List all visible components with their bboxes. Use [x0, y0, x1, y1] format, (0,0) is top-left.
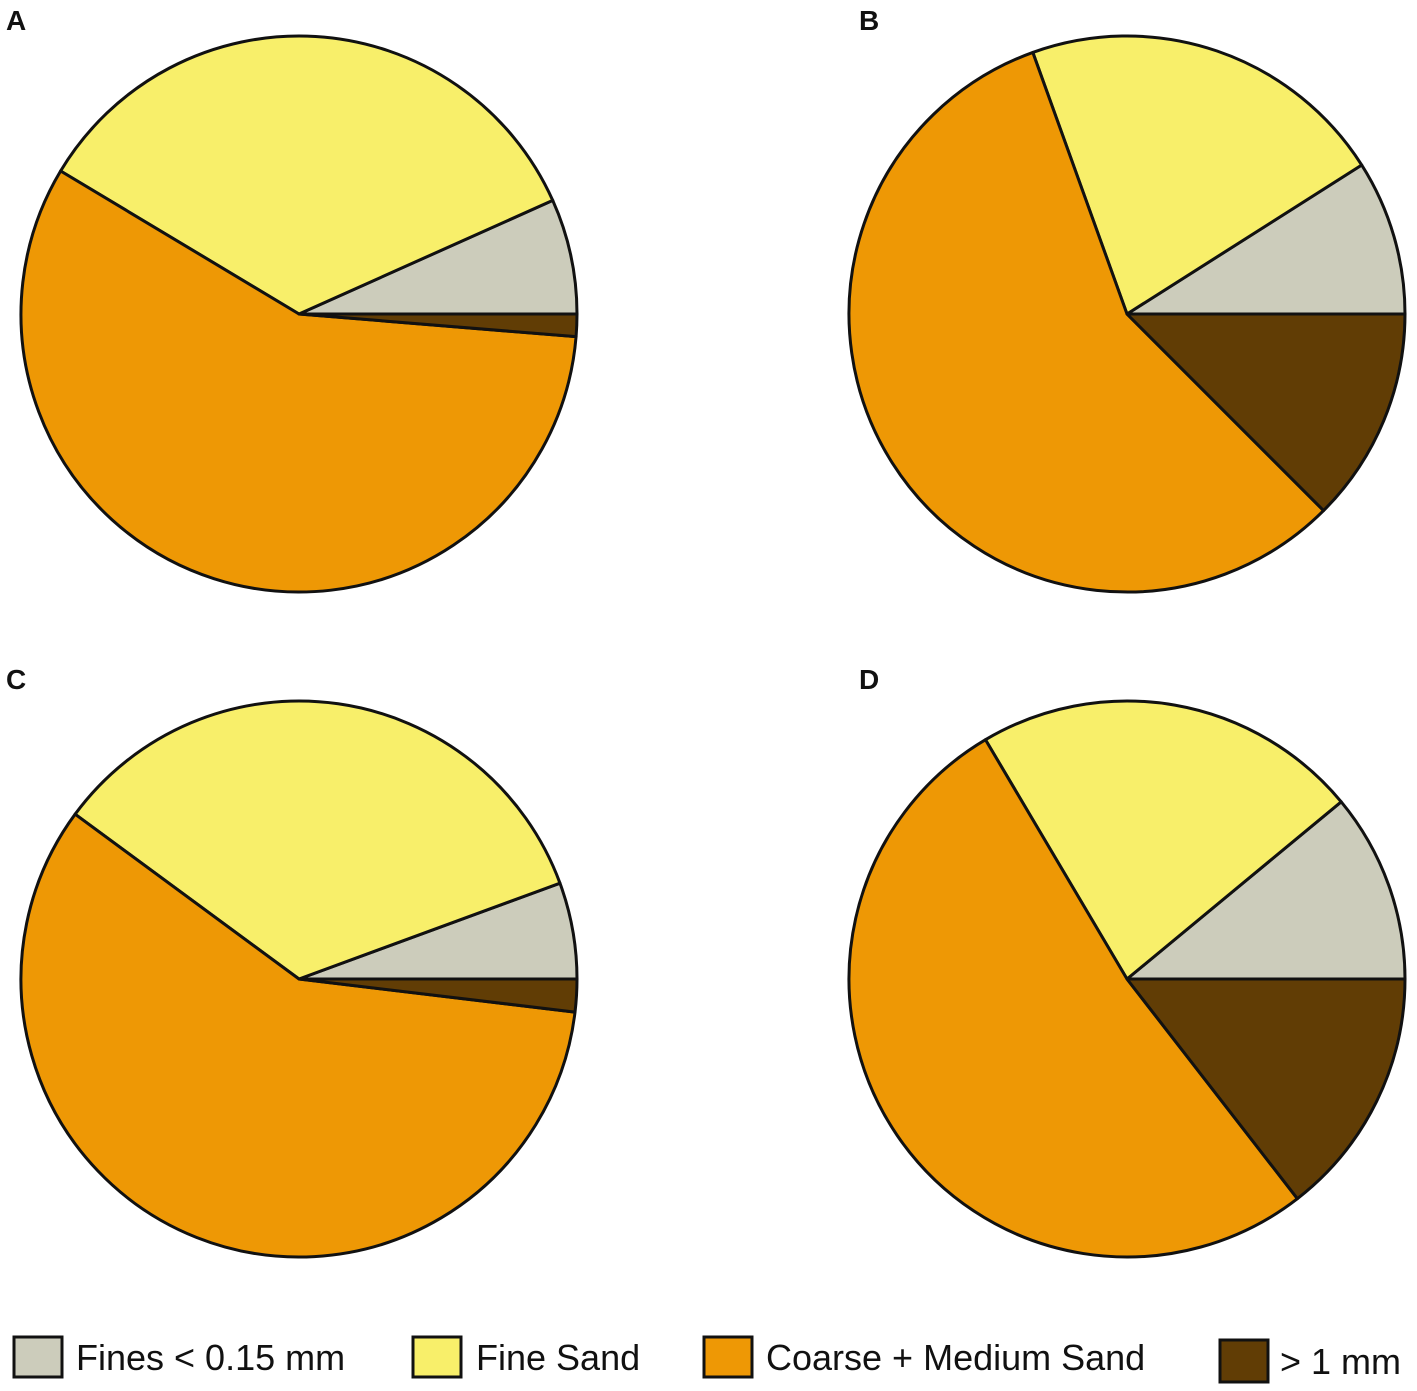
pie-slice-coarse-medium-sand — [847, 50, 1326, 594]
legend-swatch-coarse-medium-sand — [702, 1335, 754, 1379]
pie-slice-fine-sand — [983, 699, 1343, 981]
pie-slice-gt-1mm — [297, 312, 579, 339]
panel-label: B — [859, 5, 879, 36]
pie-panels: A B C D — [6, 5, 1407, 1259]
pie-panel-d: D — [847, 664, 1407, 1259]
panel-label: A — [6, 5, 26, 36]
pie-panel-c: C — [6, 664, 579, 1259]
pie-slice-fines — [1125, 163, 1407, 316]
legend: Fines < 0.15 mm Fine Sand Coarse + Mediu… — [12, 1335, 1401, 1384]
legend-swatch-gt-1mm — [1218, 1338, 1270, 1384]
pie-slice-coarse-medium-sand — [19, 169, 578, 594]
pie-slice-fine-sand — [73, 699, 562, 981]
pie-slice-gt-1mm — [297, 977, 579, 1014]
legend-label-coarse-medium-sand: Coarse + Medium Sand — [766, 1337, 1145, 1378]
pie-slice-gt-1mm — [1125, 977, 1407, 1201]
pie-slice-fines — [297, 198, 579, 316]
pie-panel-a: A — [6, 5, 579, 594]
legend-item-fines: Fines < 0.15 mm — [12, 1335, 345, 1379]
pie-slice-gt-1mm — [1125, 312, 1407, 513]
legend-label-gt-1mm: > 1 mm — [1280, 1341, 1401, 1382]
pie-slice-coarse-medium-sand — [847, 738, 1299, 1259]
legend-item-fine-sand: Fine Sand — [411, 1335, 640, 1379]
legend-swatch-fine-sand — [411, 1335, 463, 1379]
legend-item-gt-1mm: > 1 mm — [1218, 1338, 1401, 1384]
panel-label: C — [6, 664, 26, 695]
pie-slice-coarse-medium-sand — [19, 812, 577, 1259]
legend-item-coarse-medium-sand: Coarse + Medium Sand — [702, 1335, 1145, 1379]
panel-label: D — [859, 664, 879, 695]
legend-swatch-fines — [12, 1335, 64, 1379]
pie-panel-b: B — [847, 5, 1407, 594]
legend-label-fines: Fines < 0.15 mm — [76, 1337, 345, 1378]
legend-label-fine-sand: Fine Sand — [476, 1337, 640, 1378]
pie-slice-fine-sand — [1031, 34, 1364, 316]
pie-slice-fines — [1125, 800, 1407, 981]
